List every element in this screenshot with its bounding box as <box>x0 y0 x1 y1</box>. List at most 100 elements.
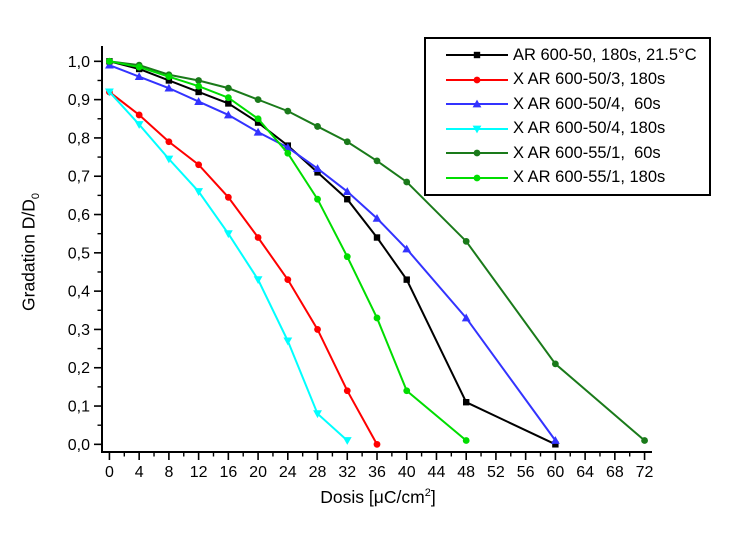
y-tick-label: 0,3 <box>68 322 90 339</box>
circle-marker <box>254 115 262 123</box>
circle-marker <box>106 57 113 65</box>
x-tick-label: 8 <box>164 464 173 481</box>
legend-item-2: X AR 600-50/4, 60s <box>446 92 697 117</box>
y-tick-label: 0,8 <box>68 130 90 147</box>
series-line-5 <box>109 60 467 442</box>
circle-marker <box>343 387 351 395</box>
y-axis-label-text: Gradation D/D <box>18 199 39 311</box>
legend-label: X AR 600-50/3, 180s <box>513 70 666 89</box>
x-axis-label-text: Dosis [μC/cm <box>320 487 425 507</box>
y-tick-label: 0,1 <box>68 399 90 416</box>
triangle-down-marker <box>223 230 233 239</box>
triangle-up-marker <box>194 97 204 105</box>
circle-marker <box>343 138 351 146</box>
legend-item-3: X AR 600-50/4, 180s <box>446 117 697 142</box>
x-tick-label: 20 <box>249 464 267 481</box>
y-tick-label: 1,0 <box>68 54 90 71</box>
y-tick-label: 0,5 <box>68 245 90 262</box>
legend-label: X AR 600-55/1, 180s <box>513 168 666 187</box>
circle-marker <box>284 276 292 284</box>
circle-marker <box>373 314 381 322</box>
triangle-up-marker <box>283 143 293 151</box>
circle-marker <box>165 138 173 146</box>
legend-sample-circle-icon <box>446 174 508 182</box>
legend-item-0: AR 600-50, 180s, 21.5°C <box>446 43 697 68</box>
circle-marker <box>135 111 143 119</box>
x-tick-label: 12 <box>190 464 208 481</box>
circle-marker <box>551 360 559 368</box>
series-line-4 <box>109 60 646 442</box>
x-tick-label: 24 <box>279 464 297 481</box>
circle-marker <box>224 84 232 92</box>
x-tick-label: 72 <box>636 464 654 481</box>
x-tick-label: 56 <box>517 464 535 481</box>
x-tick-label: 4 <box>135 464 144 481</box>
legend-sample-circle-icon <box>446 149 508 157</box>
triangle-down-marker <box>472 125 482 134</box>
circle-marker <box>473 174 481 182</box>
square-marker <box>344 196 351 203</box>
square-marker <box>225 100 232 107</box>
square-marker <box>314 169 321 176</box>
y-tick-label: 0,0 <box>68 437 90 454</box>
square-marker <box>552 441 559 448</box>
legend-item-4: X AR 600-55/1, 60s <box>446 141 697 166</box>
circle-marker <box>403 178 411 186</box>
x-tick-label: 28 <box>309 464 327 481</box>
circle-marker <box>373 157 381 165</box>
square-marker <box>462 399 470 406</box>
legend-sample-square-icon <box>446 52 508 59</box>
triangle-down-marker <box>283 337 293 346</box>
legend-label: AR 600-50, 180s, 21.5°C <box>513 45 697 64</box>
triangle-up-marker <box>550 436 560 444</box>
circle-marker <box>195 77 203 84</box>
square-marker <box>373 234 381 241</box>
legend-item-5: X AR 600-55/1, 180s <box>446 166 697 191</box>
triangle-up-marker <box>164 83 174 92</box>
triangle-up-marker <box>253 127 263 136</box>
triangle-up-marker <box>372 213 382 222</box>
square-marker <box>195 88 202 96</box>
legend-label: X AR 600-50/4, 60s <box>513 94 661 113</box>
legend-sample-circle-icon <box>446 76 508 84</box>
triangle-down-marker <box>342 437 352 445</box>
x-tick-label: 40 <box>398 464 416 481</box>
circle-marker <box>641 437 648 444</box>
circle-marker <box>473 76 481 84</box>
triangle-down-marker <box>134 121 144 129</box>
y-tick-label: 0,7 <box>68 169 90 186</box>
x-axis-label: Dosis [μC/cm2] <box>320 487 435 508</box>
square-marker <box>403 276 410 283</box>
circle-marker <box>254 234 262 241</box>
x-tick-label: 60 <box>546 464 564 481</box>
x-tick-label: 68 <box>606 464 624 481</box>
circle-marker <box>195 82 203 90</box>
circle-marker <box>314 123 321 130</box>
legend-sample-triangle-down-icon <box>446 125 508 134</box>
x-tick-label: 32 <box>338 464 356 481</box>
x-tick-label: 64 <box>576 464 594 481</box>
circle-marker <box>314 195 321 203</box>
triangle-down-marker <box>164 155 174 164</box>
circle-marker <box>343 253 351 261</box>
x-tick-label: 16 <box>219 464 237 481</box>
x-axis-label-close: ] <box>430 487 436 507</box>
y-tick-label: 0,4 <box>68 284 90 301</box>
circle-marker <box>314 326 321 333</box>
y-axis-label-subscript: 0 <box>29 193 42 200</box>
x-tick-label: 52 <box>487 464 505 481</box>
triangle-up-marker <box>461 313 471 322</box>
legend: AR 600-50, 180s, 21.5°C X AR 600-50/3, 18… <box>424 37 711 196</box>
x-tick-label: 44 <box>428 464 446 481</box>
triangle-down-marker <box>194 188 204 196</box>
circle-marker <box>254 96 262 104</box>
x-axis-label-superscript: 2 <box>424 487 431 500</box>
square-marker <box>165 77 173 84</box>
circle-marker <box>403 387 411 395</box>
triangle-up-marker <box>313 164 322 172</box>
triangle-up-marker <box>134 72 144 81</box>
y-axis-label: Gradation D/D0 <box>18 193 42 311</box>
triangle-down-marker <box>253 276 263 285</box>
circle-marker <box>224 193 232 201</box>
